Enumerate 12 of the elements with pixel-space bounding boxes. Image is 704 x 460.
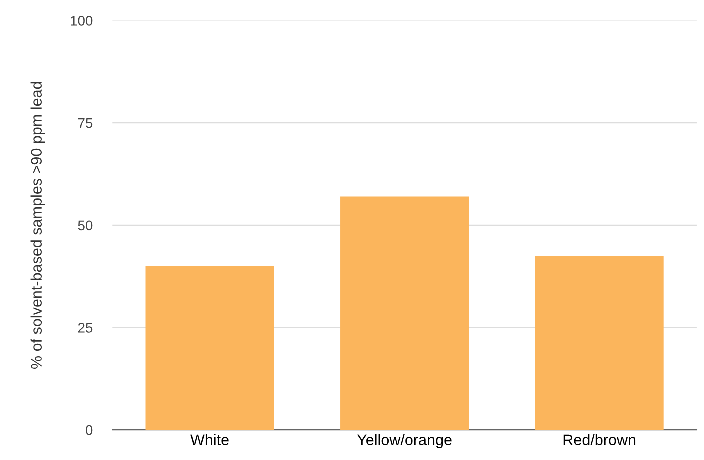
y-tick-label: 100: [71, 16, 93, 26]
bar: [146, 266, 274, 430]
bar: [535, 256, 664, 430]
x-tick-label: Yellow/orange: [357, 434, 452, 449]
x-tick-label: Red/brown: [564, 434, 636, 446]
y-axis-title: % of solvent-based samples >90 ppm lead: [30, 82, 46, 370]
y-tick-label: 0: [86, 425, 93, 436]
bar: [340, 196, 470, 430]
x-tick-label: White: [190, 434, 229, 446]
y-tick-label: 25: [78, 323, 93, 333]
y-tick-label: 50: [78, 220, 93, 231]
y-tick-label: 75: [78, 118, 93, 128]
